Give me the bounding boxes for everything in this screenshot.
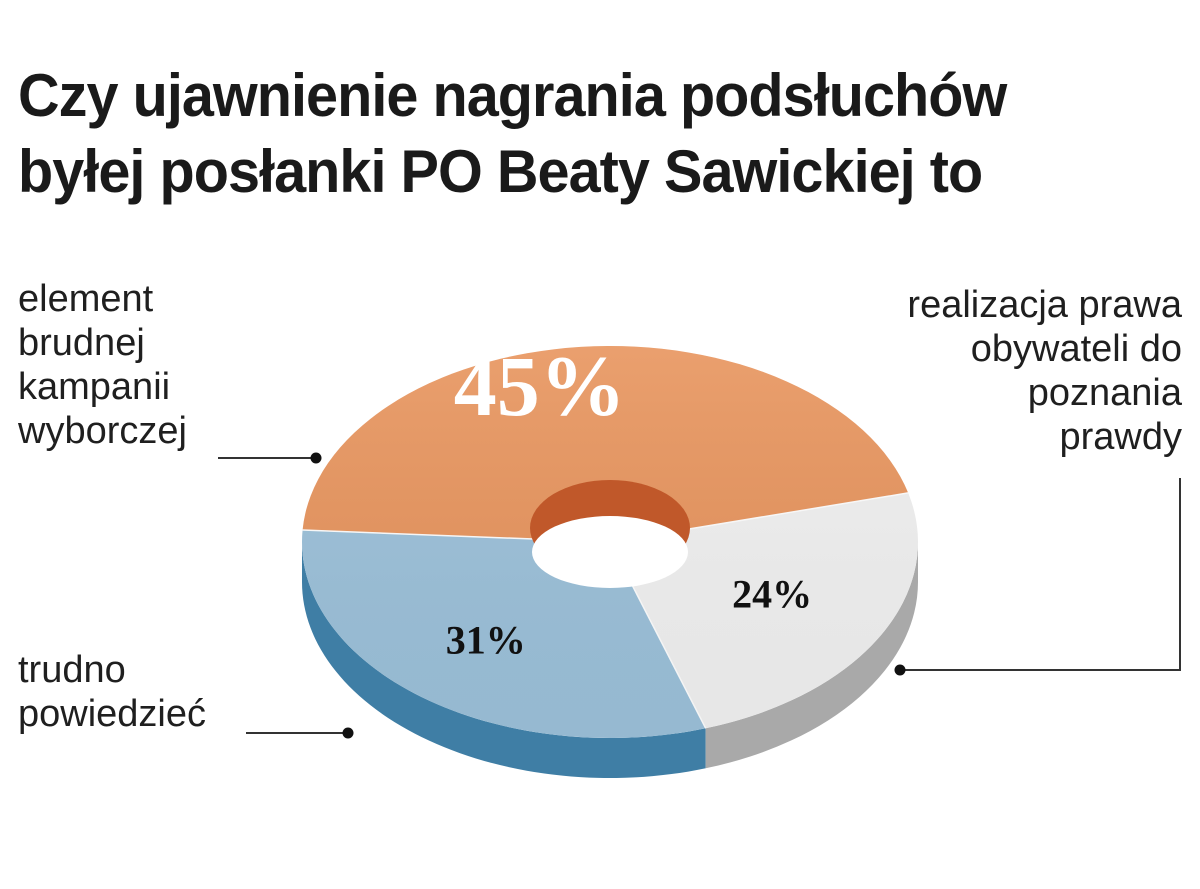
chart-title: Czy ujawnienie nagrania podsłuchów byłej…: [18, 58, 1141, 210]
leader-dot-brudna-kampania: [310, 452, 322, 464]
legend-label-line: poznania: [1027, 372, 1182, 414]
donut-hole: [530, 480, 690, 588]
slice-side-trudno-powiedziec: [705, 542, 918, 769]
chart-title-line-2: byłej posłanki PO Beaty Sawickiej to: [18, 138, 983, 205]
slice-side-realizacja-prawa: [302, 542, 706, 778]
legend-label-line: obywateli do: [970, 328, 1182, 370]
legend-label-realizacja-prawa: realizacja prawa obywateli do poznania p…: [907, 283, 1182, 459]
leader-dot-realizacja-prawa: [894, 664, 906, 676]
legend-label-line: element: [18, 278, 154, 320]
value-label-realizacja-prawa: 31%: [446, 618, 526, 663]
chart-title-line-1: Czy ujawnienie nagrania podsłuchów: [18, 62, 1007, 129]
legend-label-line: prawdy: [1059, 416, 1183, 458]
value-label-brudna-kampania: 45%: [454, 338, 626, 434]
legend-label-trudno-powiedziec: trudno powiedzieć: [18, 648, 206, 736]
slice-sides: [302, 542, 918, 778]
leader-dot-trudno-powiedziec: [342, 727, 354, 739]
hole-opening: [532, 516, 688, 588]
legend-label-line: powiedzieć: [18, 693, 206, 735]
legend-label-brudna-kampania: element brudnej kampanii wyborczej: [18, 277, 187, 453]
legend-label-line: kampanii: [18, 366, 171, 408]
value-label-trudno-powiedziec: 24%: [732, 572, 812, 617]
legend-label-line: wyborczej: [18, 410, 187, 452]
leader-lines: [218, 452, 1181, 739]
leader-line-realizacja-prawa: [900, 478, 1181, 671]
value-labels: 45% 31% 24%: [446, 338, 812, 663]
legend-label-line: brudnej: [18, 322, 145, 364]
legend-label-line: realizacja prawa: [907, 284, 1182, 326]
legend-label-line: trudno: [18, 649, 126, 691]
